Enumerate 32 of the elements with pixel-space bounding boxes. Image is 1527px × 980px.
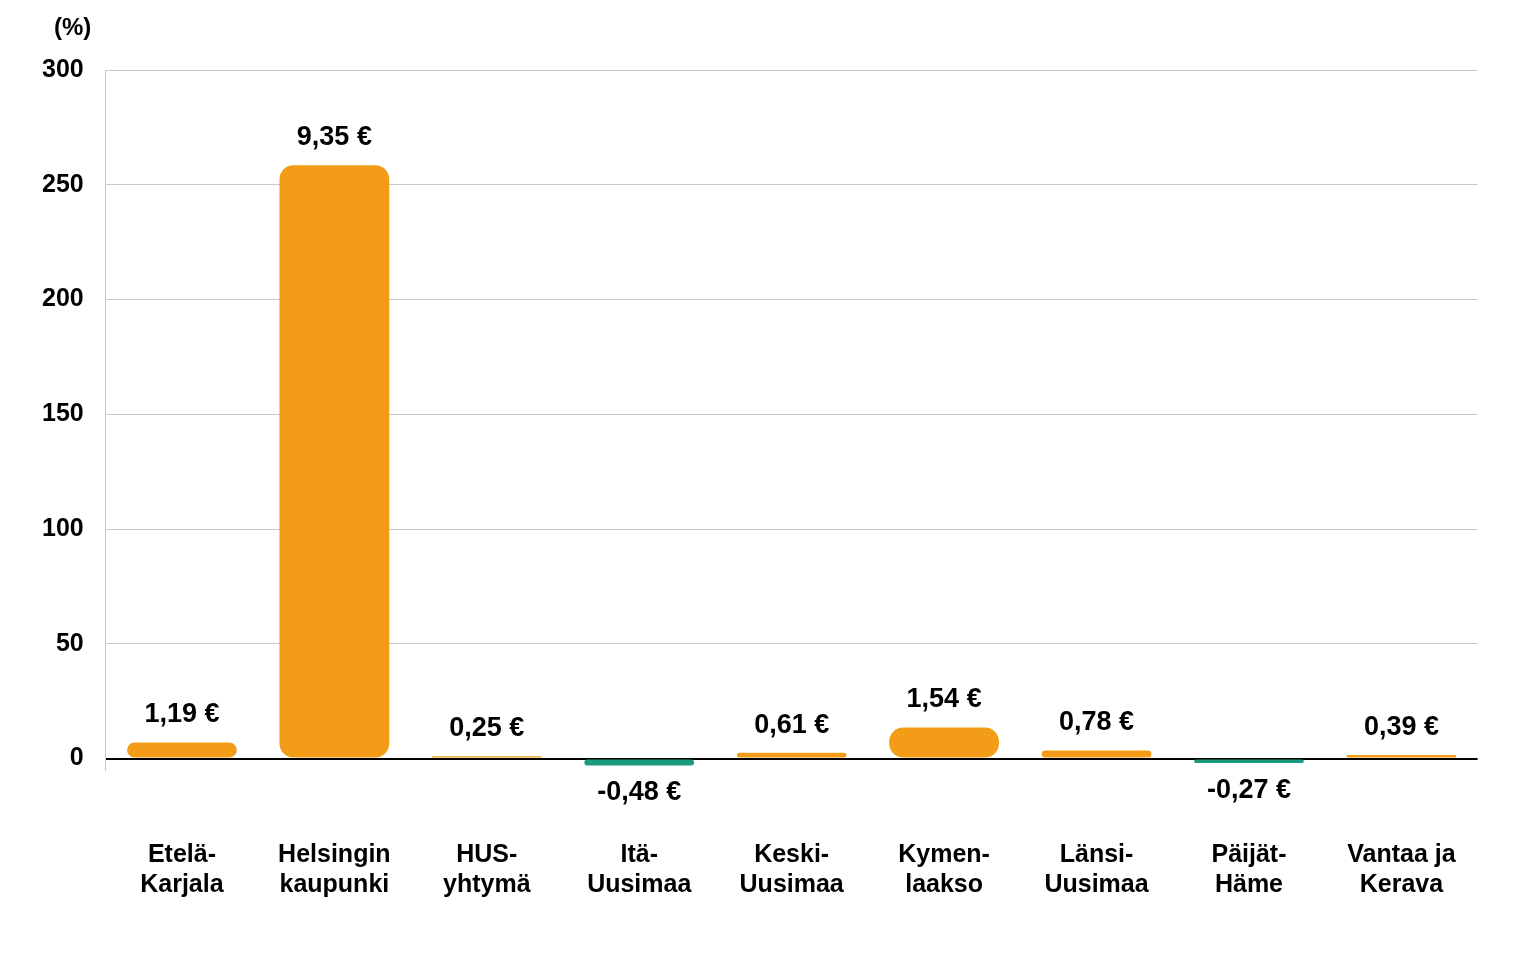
x-tick-label: Päijät-Häme bbox=[1211, 838, 1287, 897]
y-tick-label: 250 bbox=[41, 168, 84, 197]
annotation: 0,25 € bbox=[449, 712, 525, 743]
y-tick-label: 300 bbox=[41, 53, 84, 82]
annotation: -0,48 € bbox=[597, 776, 682, 807]
annotation: 9,35 € bbox=[296, 121, 372, 152]
y-tick-label: 50 bbox=[55, 627, 84, 656]
bar bbox=[127, 742, 237, 758]
annotation: 0,78 € bbox=[1059, 706, 1135, 737]
y-tick-label: 100 bbox=[41, 512, 84, 541]
y-axis-title: (%) bbox=[54, 12, 92, 40]
bar bbox=[736, 752, 847, 758]
y-tick-label: 200 bbox=[41, 283, 84, 312]
annotation: 0,39 € bbox=[1363, 711, 1439, 742]
annotation: 1,54 € bbox=[906, 683, 982, 714]
x-tick-label: Etelä-Karjala bbox=[140, 838, 225, 897]
bar bbox=[889, 727, 999, 758]
x-tick-label: Kymen-laakso bbox=[898, 838, 990, 897]
bar bbox=[1041, 750, 1152, 758]
x-tick-label: Länsi-Uusimaa bbox=[1044, 838, 1150, 897]
x-tick-label: Keski-Uusimaa bbox=[739, 838, 845, 897]
x-tick-label: Helsingin kaupunki bbox=[278, 838, 391, 897]
x-tick-label: Vantaa ja Kerava bbox=[1347, 838, 1457, 897]
x-tick-label: HUS-yhtymä bbox=[443, 838, 531, 897]
annotation: 0,61 € bbox=[754, 708, 830, 739]
x-tick-label: Itä-Uusimaa bbox=[587, 838, 693, 897]
annotation: -0,27 € bbox=[1206, 774, 1292, 805]
bar bbox=[279, 165, 390, 758]
annotation: 1,19 € bbox=[144, 698, 220, 729]
y-tick-label: 150 bbox=[41, 398, 84, 427]
bar bbox=[1346, 755, 1457, 758]
y-tick-label: 0 bbox=[69, 742, 84, 771]
